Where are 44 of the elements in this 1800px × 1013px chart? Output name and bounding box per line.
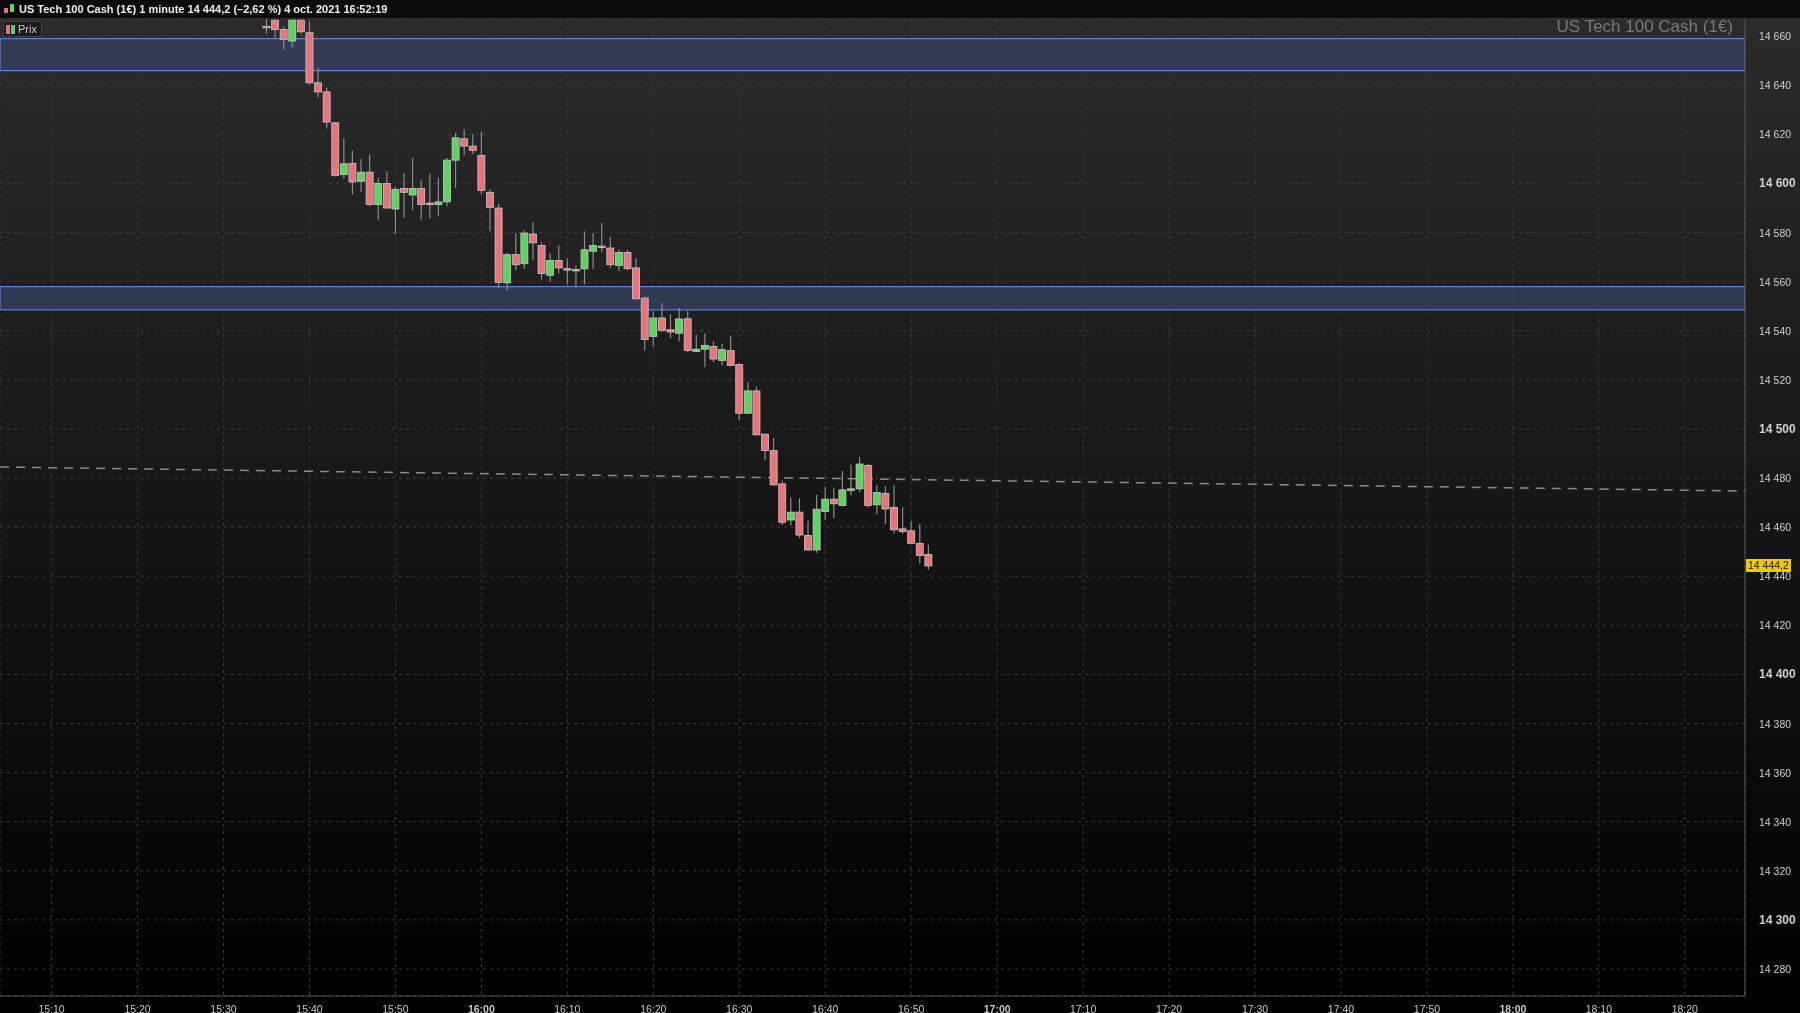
x-tick-label: 15:40: [296, 1003, 323, 1013]
legend-label: Prix: [18, 23, 37, 35]
y-tick-label: 14 640: [1759, 79, 1792, 92]
y-tick-label: 14 300: [1759, 912, 1797, 927]
x-tick-label: 18:20: [1671, 1003, 1699, 1013]
x-tick-label: 16:50: [898, 1003, 925, 1013]
y-tick-label: 14 360: [1759, 766, 1792, 779]
x-tick-label: 16:20: [640, 1003, 667, 1013]
x-tick-label: 15:20: [124, 1003, 151, 1013]
x-tick-label: 15:10: [38, 1003, 65, 1013]
x-tick-label: 16:40: [812, 1003, 839, 1013]
y-tick-label: 14 280: [1759, 963, 1792, 975]
y-tick-label: 14 320: [1759, 864, 1792, 877]
y-tick-label: 14 400: [1759, 667, 1797, 682]
y-tick-label: 14 580: [1759, 226, 1792, 239]
x-tick-label: 17:50: [1413, 1003, 1441, 1013]
annotation: US Tech 100 Cash (1€): [1556, 17, 1733, 36]
x-tick-label: 18:00: [1499, 1003, 1527, 1013]
x-tick-label: 17:00: [983, 1003, 1011, 1013]
y-tick-label: 14 480: [1759, 472, 1792, 485]
y-tick-label: 14 660: [1759, 30, 1792, 43]
y-tick-label: 14 600: [1759, 176, 1797, 191]
text: 14 444,2: [1746, 558, 1791, 572]
y-tick-label: 14 500: [1759, 421, 1797, 436]
x-tick-label: 16:00: [467, 1003, 495, 1013]
y-tick-label: 14 540: [1759, 324, 1792, 337]
x-tick-label: 17:30: [1241, 1003, 1269, 1013]
y-tick-label: 14 440: [1759, 570, 1792, 583]
x-tick-label: 17:40: [1327, 1003, 1355, 1013]
x-tick-label: 15:30: [210, 1003, 237, 1013]
x-tick-label: 18:10: [1585, 1003, 1613, 1013]
x-tick-label: 17:20: [1155, 1003, 1183, 1013]
y-tick-label: 14 340: [1759, 815, 1792, 828]
y-tick-label: 14 560: [1759, 275, 1792, 288]
x-tick-label: 16:30: [726, 1003, 753, 1013]
x-tick-label: 16:10: [554, 1003, 581, 1013]
y-tick-label: 14 380: [1759, 717, 1792, 730]
chart-title: US Tech 100 Cash (1€) 1 minute 14 444,2 (–2,62 %) 4 oct. 2021 16:52:19: [19, 3, 388, 15]
x-tick-label: 15:50: [382, 1003, 409, 1013]
y-tick-label: 14 520: [1759, 373, 1792, 386]
y-tick-label: 14 460: [1759, 521, 1792, 534]
x-tick-label: 17:10: [1069, 1003, 1097, 1013]
y-tick-label: 14 420: [1759, 619, 1792, 632]
y-tick-label: 14 620: [1759, 128, 1792, 141]
